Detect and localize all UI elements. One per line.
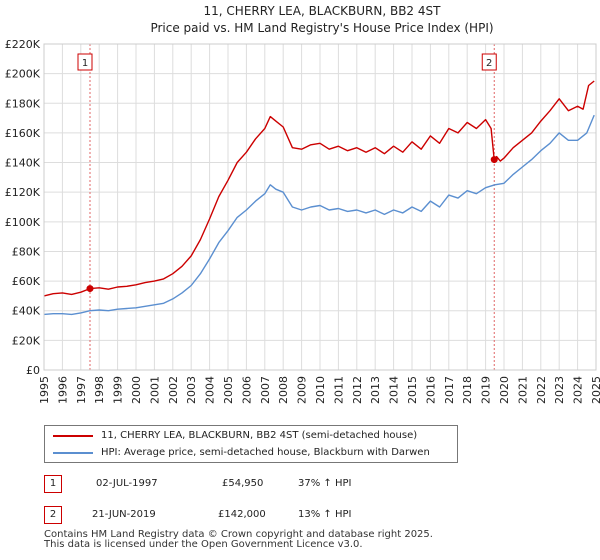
x-tick-label: 1999 [112, 376, 125, 404]
series-lines [43, 80, 595, 316]
x-axis-ticks: 1995 1996 1997 1998 1999 2000 2001 2002 2003 2004… [38, 376, 600, 404]
legend-label-property: 11, CHERRY LEA, BLACKBURN, BB2 4ST (semi… [101, 430, 418, 441]
x-tick-label: 1995 [38, 376, 51, 404]
x-tick-label: 2014 [388, 376, 401, 404]
x-tick-label: 2002 [167, 376, 180, 404]
x-tick-label: 2022 [535, 376, 548, 404]
x-tick-label: 2024 [572, 376, 585, 404]
y-tick-label: £40K [12, 305, 41, 318]
x-tick-label: 2019 [480, 376, 493, 404]
transaction-change-2: 13% ↑ HPI [298, 509, 352, 520]
transaction-change-1: 37% ↑ HPI [298, 478, 352, 489]
x-tick-label: 1996 [56, 376, 69, 404]
legend-item-hpi: HPI: Average price, semi-detached house,… [45, 445, 457, 461]
x-tick-label: 2013 [369, 376, 382, 404]
x-tick-label: 2018 [461, 376, 474, 404]
x-tick-label: 2000 [130, 376, 143, 404]
x-tick-label: 2025 [590, 376, 600, 404]
x-tick-label: 1997 [75, 376, 88, 404]
y-tick-label: £100K [5, 216, 41, 229]
x-tick-label: 2008 [277, 376, 290, 404]
y-tick-label: £220K [5, 38, 41, 51]
legend-swatch-property [53, 435, 93, 437]
x-tick-label: 2001 [148, 376, 161, 404]
x-tick-label: 1998 [93, 376, 106, 404]
legend-label-hpi: HPI: Average price, semi-detached house,… [101, 447, 430, 458]
property-series-line [43, 80, 595, 297]
x-tick-label: 2006 [240, 376, 253, 404]
legend-swatch-hpi [53, 452, 93, 454]
x-tick-label: 2017 [443, 376, 456, 404]
x-tick-label: 2015 [406, 376, 419, 404]
transaction-flag-1 [77, 53, 93, 71]
x-tick-label: 2023 [553, 376, 566, 404]
transaction-marker-2: 2 [44, 506, 62, 524]
y-tick-label: £200K [5, 68, 41, 81]
y-tick-label: £120K [5, 186, 41, 199]
x-tick-label: 2009 [296, 376, 309, 404]
x-tick-label: 2010 [314, 376, 327, 404]
y-tick-label: £0 [26, 364, 40, 377]
x-tick-label: 2004 [204, 376, 217, 404]
x-tick-label: 2011 [332, 376, 345, 404]
footer-licence: This data is licensed under the Open Gov… [44, 539, 363, 550]
chart-subtitle: Price paid vs. HM Land Registry's House … [150, 21, 493, 35]
chart-title: 11, CHERRY LEA, BLACKBURN, BB2 4ST [204, 4, 442, 18]
footer-copyright: Contains HM Land Registry data © Crown c… [44, 529, 433, 540]
transaction-marker-1: 1 [44, 475, 62, 493]
y-tick-label: £160K [5, 127, 41, 140]
y-tick-label: £140K [5, 157, 41, 170]
price-chart: 11, CHERRY LEA, BLACKBURN, BB2 4ST Price… [5, 4, 600, 404]
grid [43, 43, 597, 371]
x-tick-label: 2012 [351, 376, 364, 404]
y-axis-ticks: £0 £20K £40K £60K £80K £100K £120K £140K £160K £1… [5, 38, 41, 377]
legend-item-property: 11, CHERRY LEA, BLACKBURN, BB2 4ST (semi… [45, 428, 457, 444]
x-tick-label: 2003 [185, 376, 198, 404]
transaction-date-1: 02-JUL-1997 [96, 478, 158, 489]
hpi-series-line [43, 114, 595, 316]
transaction-point-2 [490, 156, 498, 164]
y-tick-label: £60K [12, 275, 41, 288]
y-tick-label: £80K [12, 245, 41, 258]
transaction-price-2: £142,000 [218, 509, 266, 520]
transaction-flag-label-1: 1 [82, 58, 88, 69]
transaction-flag-label-2: 2 [486, 58, 492, 69]
legend: 11, CHERRY LEA, BLACKBURN, BB2 4ST (semi… [44, 425, 458, 463]
transaction-price-1: £54,950 [222, 478, 264, 489]
x-tick-label: 2020 [498, 376, 511, 404]
x-tick-label: 2005 [222, 376, 235, 404]
y-tick-label: £20K [12, 334, 41, 347]
x-tick-label: 2016 [424, 376, 437, 404]
x-tick-label: 2021 [516, 376, 529, 404]
x-tick-label: 2007 [259, 376, 272, 404]
plot-frame [43, 43, 597, 371]
transaction-point-1 [86, 285, 94, 293]
y-tick-label: £180K [5, 97, 41, 110]
footer: Contains HM Land Registry data © Crown c… [44, 530, 433, 550]
transaction-date-2: 21-JUN-2019 [92, 509, 156, 520]
transaction-flag-2 [481, 53, 497, 71]
transaction-points [86, 156, 498, 293]
